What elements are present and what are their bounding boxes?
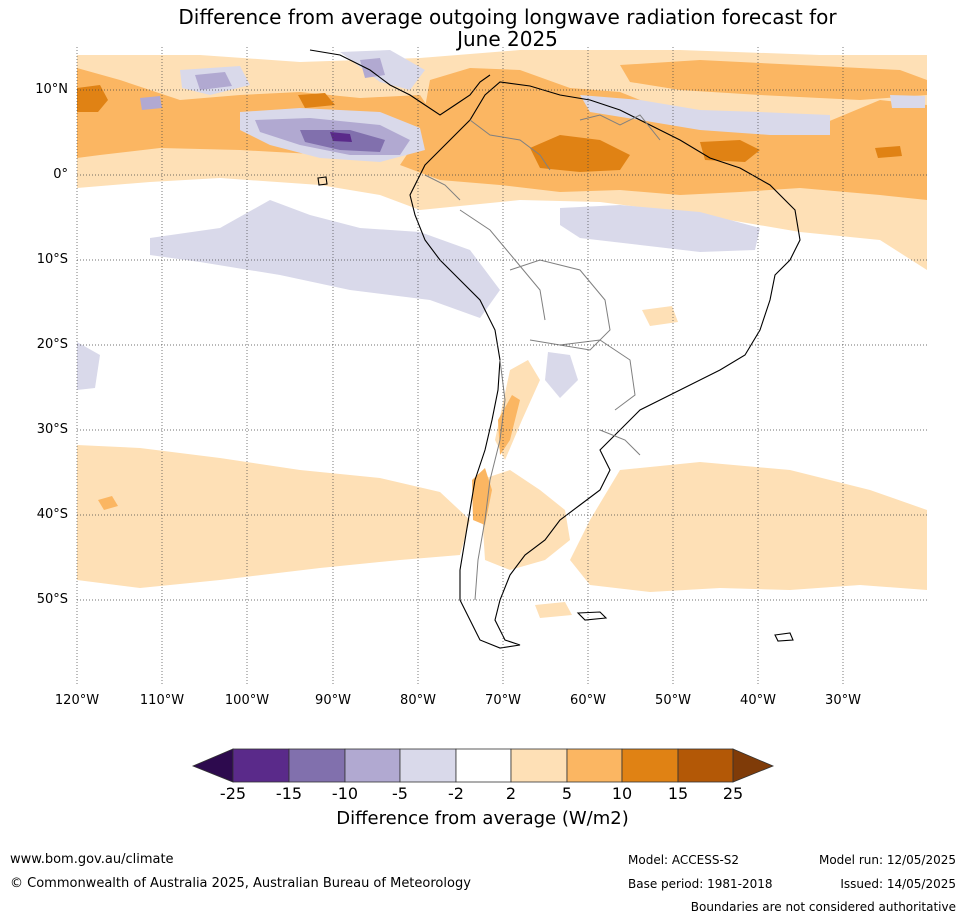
falkland-islands bbox=[576, 611, 608, 621]
colorbar-segment-3 bbox=[344, 748, 401, 783]
colorbar-tick: 25 bbox=[722, 784, 744, 803]
colorbar-label: Difference from average (W/m2) bbox=[336, 808, 629, 829]
central-america-coastline bbox=[309, 49, 491, 116]
country-borders bbox=[424, 114, 661, 601]
anomaly-region-orange-chile bbox=[472, 468, 492, 525]
anomaly-region-medium-purple-pacific-north bbox=[195, 72, 232, 90]
anomaly-region-light-orange-argentina bbox=[480, 470, 570, 570]
anomaly-region-light-purple-west-edge bbox=[77, 342, 100, 390]
border-uruguay bbox=[599, 429, 641, 456]
colorbar-tick: 2 bbox=[505, 784, 517, 803]
lon-label-30w: 30°W bbox=[825, 693, 861, 708]
lon-label-60w: 60°W bbox=[570, 693, 606, 708]
colorbar-extend-low bbox=[191, 748, 234, 783]
copyright-text: © Commonwealth of Australia 2025, Austra… bbox=[10, 876, 471, 891]
model-name: Model: ACCESS-S2 bbox=[628, 853, 740, 867]
graticule bbox=[76, 47, 927, 685]
map-title-line1: Difference from average outgoing longwav… bbox=[178, 5, 837, 29]
colorbar-segment-2 bbox=[288, 748, 346, 783]
colorbar-segment-9 bbox=[677, 748, 734, 783]
lat-label-20s: 20°S bbox=[36, 337, 68, 352]
continent-outlines bbox=[309, 49, 801, 649]
colorbar-extend-high bbox=[732, 748, 775, 783]
anomaly-region-light-orange-brazil bbox=[642, 306, 678, 326]
website-link[interactable]: www.bom.gov.au/climate bbox=[10, 852, 174, 867]
border-bolivia bbox=[509, 259, 611, 351]
border-guianas bbox=[579, 114, 661, 141]
anomaly-region-orange-small-pacific bbox=[98, 496, 118, 510]
colorbar-tick: -10 bbox=[331, 784, 359, 803]
anomaly-region-light-purple-atlantic-north bbox=[580, 95, 830, 135]
anomaly-region-orange-atlantic-north bbox=[620, 60, 927, 100]
issued-date: Issued: 14/05/2025 bbox=[840, 877, 956, 891]
south-georgia bbox=[774, 632, 794, 642]
lon-label-70w: 70°W bbox=[485, 693, 521, 708]
lon-label-40w: 40°W bbox=[740, 693, 776, 708]
lon-label-120w: 120°W bbox=[54, 693, 100, 708]
colorbar-tick: 5 bbox=[561, 784, 573, 803]
border-ecuador bbox=[424, 174, 461, 201]
colorbar-tick: -2 bbox=[448, 784, 464, 803]
anomaly-region-orange-andes-strip bbox=[498, 395, 520, 455]
lon-label-50w: 50°W bbox=[655, 693, 691, 708]
anomaly-region-medium-purple-small-pacific bbox=[140, 96, 162, 110]
anomaly-region-dark-orange-equatorial bbox=[298, 93, 335, 108]
anomaly-region-light-purple-atlantic bbox=[560, 205, 760, 252]
base-period: Base period: 1981-2018 bbox=[628, 877, 773, 891]
lat-label-50s: 50°S bbox=[36, 592, 68, 607]
border-colombia-venezuela bbox=[469, 119, 551, 171]
anomaly-region-dark-orange-amazon bbox=[530, 135, 630, 172]
colorbar-tick: -5 bbox=[392, 784, 408, 803]
colorbar-tick: 10 bbox=[611, 784, 633, 803]
colorbar bbox=[191, 748, 775, 783]
map-title-line2: June 2025 bbox=[457, 27, 558, 51]
colorbar-segment-7 bbox=[566, 748, 623, 783]
lon-label-90w: 90°W bbox=[315, 693, 351, 708]
lat-label-40s: 40°S bbox=[36, 507, 68, 522]
anomaly-region-orange-venezuela bbox=[400, 68, 927, 200]
colorbar-segment-8 bbox=[621, 748, 679, 783]
anomaly-region-dark-orange-pacific bbox=[77, 85, 108, 112]
lon-label-110w: 110°W bbox=[139, 693, 185, 708]
colorbar-tick: 15 bbox=[667, 784, 689, 803]
anomaly-region-light-orange-south-pacific bbox=[77, 445, 470, 588]
model-run-date: Model run: 12/05/2025 bbox=[818, 853, 956, 867]
border-paraguay-argentina bbox=[559, 339, 636, 411]
colorbar-segment-1 bbox=[232, 748, 290, 783]
south-america-coastline bbox=[409, 81, 801, 649]
lon-label-100w: 100°W bbox=[224, 693, 270, 708]
anomaly-region-medium-purple-caribbean bbox=[360, 58, 385, 78]
boundaries-disclaimer: Boundaries are not considered authoritat… bbox=[690, 900, 956, 914]
colorbar-tick: -25 bbox=[219, 784, 247, 803]
anomaly-fields bbox=[77, 50, 927, 618]
lat-label-10n: 10°N bbox=[35, 82, 68, 97]
anomaly-region-light-purple-atlantic-east bbox=[890, 95, 925, 108]
anomaly-region-light-purple-paraguay bbox=[545, 352, 578, 398]
border-argentina-chile bbox=[474, 359, 506, 601]
anomaly-region-dark-orange-atlantic bbox=[700, 140, 760, 162]
colorbar-tick: -15 bbox=[275, 784, 303, 803]
colorbar-segment-4 bbox=[399, 748, 457, 783]
lat-label-0: 0° bbox=[53, 167, 68, 182]
anomaly-region-deep-purple-pacific bbox=[330, 132, 352, 142]
anomaly-region-light-orange-patagonia bbox=[535, 602, 572, 618]
anomaly-region-light-purple-south-pacific bbox=[150, 200, 500, 318]
lat-label-30s: 30°S bbox=[36, 422, 68, 437]
colorbar-segment-5 bbox=[455, 748, 512, 783]
anomaly-region-dark-orange-small-atlantic bbox=[875, 146, 902, 158]
lon-label-80w: 80°W bbox=[400, 693, 436, 708]
lat-label-10s: 10°S bbox=[36, 252, 68, 267]
galapagos-islands bbox=[317, 176, 328, 186]
anomaly-region-light-orange-south-atlantic bbox=[570, 462, 927, 592]
colorbar-segment-6 bbox=[510, 748, 568, 783]
